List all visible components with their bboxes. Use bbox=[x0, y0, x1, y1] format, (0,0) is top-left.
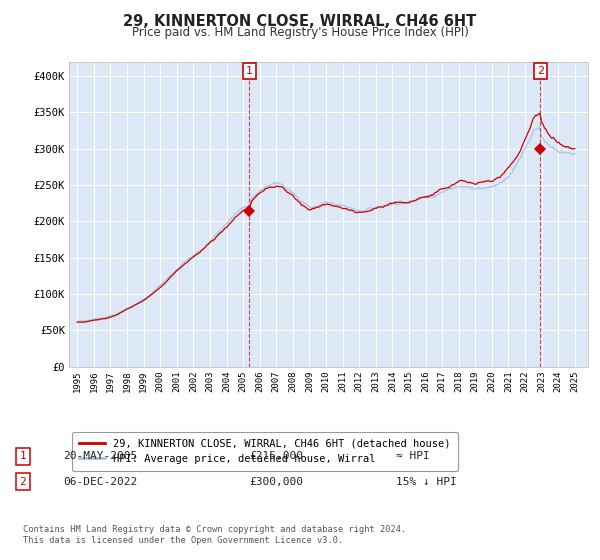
Text: 29, KINNERTON CLOSE, WIRRAL, CH46 6HT: 29, KINNERTON CLOSE, WIRRAL, CH46 6HT bbox=[124, 14, 476, 29]
Text: £215,000: £215,000 bbox=[249, 451, 303, 461]
Text: 2: 2 bbox=[536, 66, 544, 76]
Text: 2: 2 bbox=[19, 477, 26, 487]
Text: Price paid vs. HM Land Registry's House Price Index (HPI): Price paid vs. HM Land Registry's House … bbox=[131, 26, 469, 39]
Text: 1: 1 bbox=[19, 451, 26, 461]
Text: ≈ HPI: ≈ HPI bbox=[396, 451, 430, 461]
Text: Contains HM Land Registry data © Crown copyright and database right 2024.
This d: Contains HM Land Registry data © Crown c… bbox=[23, 525, 406, 545]
Text: 06-DEC-2022: 06-DEC-2022 bbox=[63, 477, 137, 487]
Text: 15% ↓ HPI: 15% ↓ HPI bbox=[396, 477, 457, 487]
Text: 1: 1 bbox=[246, 66, 253, 76]
Text: 20-MAY-2005: 20-MAY-2005 bbox=[63, 451, 137, 461]
Legend: 29, KINNERTON CLOSE, WIRRAL, CH46 6HT (detached house), HPI: Average price, deta: 29, KINNERTON CLOSE, WIRRAL, CH46 6HT (d… bbox=[71, 432, 458, 472]
Text: £300,000: £300,000 bbox=[249, 477, 303, 487]
